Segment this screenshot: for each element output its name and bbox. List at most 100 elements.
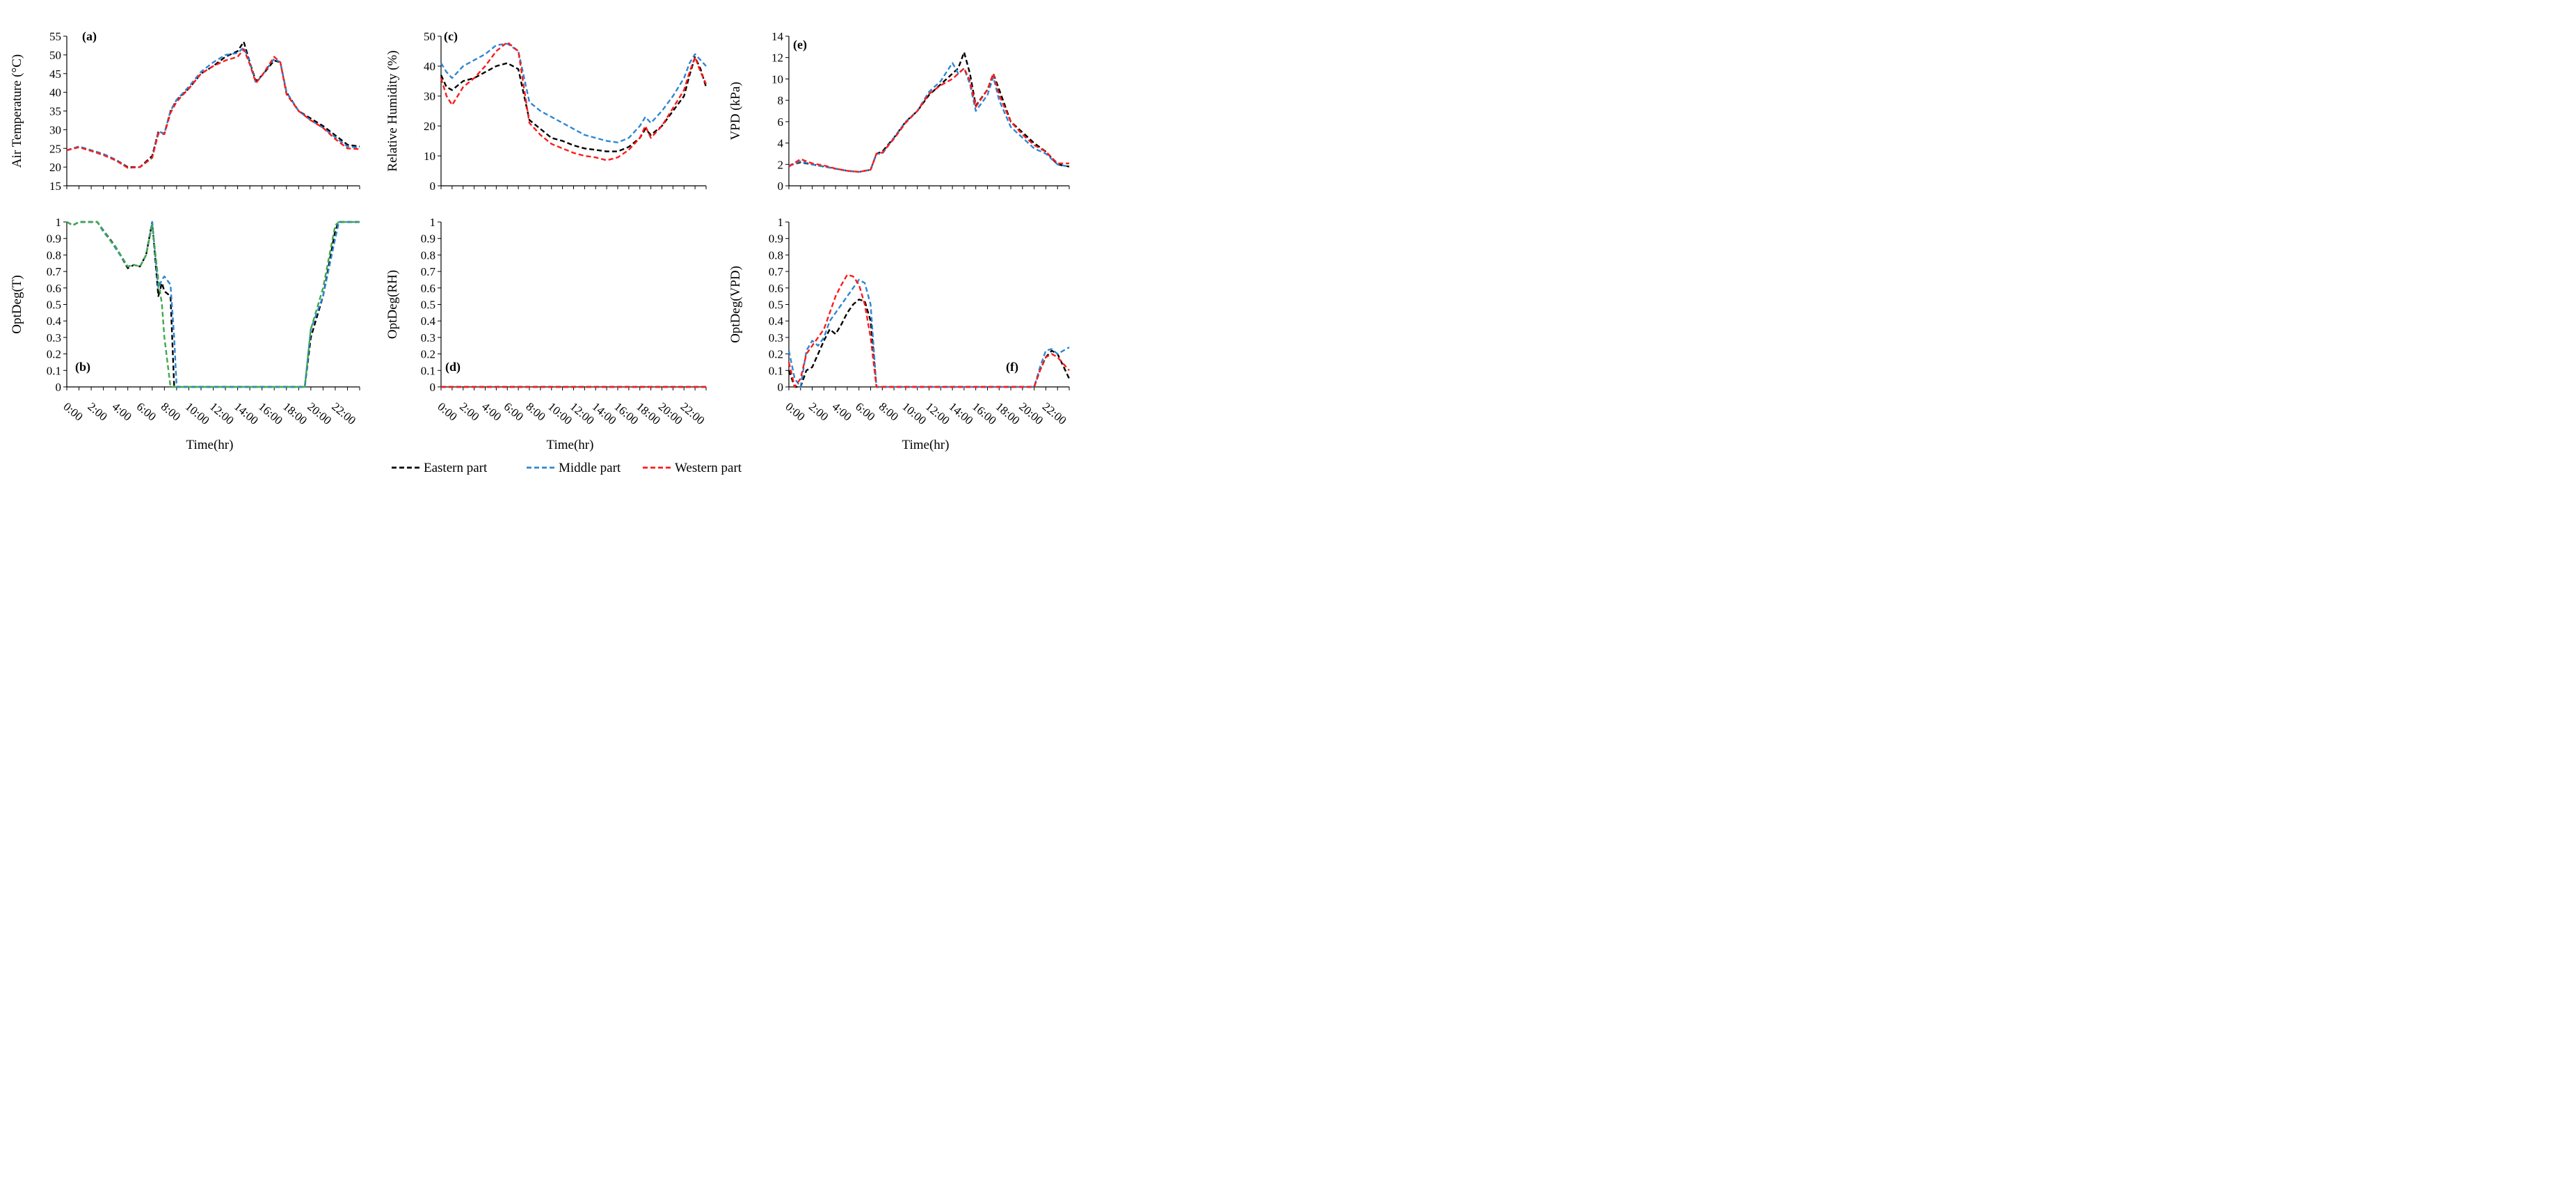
y-tick-label: 0.7 xyxy=(769,265,784,278)
y-tick-label: 15 xyxy=(49,180,61,193)
x-tick-label: 14:00 xyxy=(590,400,619,427)
x-tick-label: 0:00 xyxy=(435,400,459,424)
y-tick-label: 0.4 xyxy=(47,315,62,328)
y-tick-label: 45 xyxy=(49,68,61,81)
y-tick-label: 0.8 xyxy=(47,248,61,262)
series-line-1 xyxy=(66,221,360,388)
y-tick-label: 0 xyxy=(778,180,784,193)
y-tick-label: 0.1 xyxy=(47,364,61,377)
series-line-3 xyxy=(66,48,360,169)
x-tick-label: 10:00 xyxy=(899,400,929,427)
y-tick-label: 25 xyxy=(49,142,61,155)
y-tick-label: 0.2 xyxy=(47,348,61,361)
y-tick-label: 35 xyxy=(49,105,61,118)
y-axis-label: Relative Humidity (%) xyxy=(385,50,400,171)
y-tick-label: 40 xyxy=(49,86,61,100)
y-tick-label: 0.2 xyxy=(769,348,783,361)
x-tick-label: 16:00 xyxy=(611,400,641,427)
x-tick-label: 4:00 xyxy=(830,400,854,424)
y-tick-label: 0.4 xyxy=(769,315,784,328)
x-tick-label: 2:00 xyxy=(806,400,831,424)
x-tick-label: 4:00 xyxy=(110,400,134,424)
x-tick-label: 22:00 xyxy=(678,400,707,427)
panel-label: (d) xyxy=(445,360,461,374)
y-axis-label: Air Temperature (°C) xyxy=(10,54,24,168)
x-tick-label: 0:00 xyxy=(783,400,807,424)
y-tick-label: 1 xyxy=(56,216,62,229)
series-line-2 xyxy=(787,278,1070,388)
y-tick-label: 0 xyxy=(430,180,436,193)
y-tick-label: 0.8 xyxy=(421,248,435,262)
y-tick-label: 1 xyxy=(778,216,784,229)
series-line-3 xyxy=(787,273,1070,388)
panel-label: (a) xyxy=(82,29,97,44)
y-tick-label: 30 xyxy=(424,90,435,103)
y-tick-label: 10 xyxy=(771,72,783,86)
chart-panel-2: 00.10.20.30.40.50.60.70.80.910:00 2:00 4:0… xyxy=(10,216,360,452)
x-tick-label: 2:00 xyxy=(86,400,110,424)
y-tick-label: 0.6 xyxy=(47,282,61,295)
x-tick-label: 12:00 xyxy=(207,400,237,427)
panel-label: (f) xyxy=(1006,360,1018,374)
legend-label: Middle part xyxy=(559,461,621,475)
x-tick-label: 20:00 xyxy=(305,400,334,427)
y-tick-label: 0.3 xyxy=(421,331,435,344)
y-tick-label: 50 xyxy=(424,30,435,43)
y-tick-label: 0.2 xyxy=(421,348,435,361)
y-axis-label: OptDeg(VPD) xyxy=(728,266,743,343)
x-tick-label: 10:00 xyxy=(183,400,212,427)
x-tick-label: 8:00 xyxy=(877,400,901,424)
series-line-1 xyxy=(66,40,360,168)
series-line-1 xyxy=(787,299,1071,388)
y-axis-label: VPD (kPa) xyxy=(728,82,743,141)
y-tick-label: 0.7 xyxy=(421,265,436,278)
x-tick-label: 14:00 xyxy=(947,400,976,427)
series-line-2 xyxy=(66,221,360,388)
x-axis-label: Time(hr) xyxy=(547,438,594,452)
x-tick-label: 12:00 xyxy=(568,400,597,427)
series-line-3 xyxy=(788,67,1069,173)
x-tick-label: 20:00 xyxy=(656,400,685,427)
y-tick-label: 30 xyxy=(49,123,61,136)
chart-panel-5: 0 2 4 6 8 10 12 14 VPD (kPa) (e) xyxy=(728,30,1070,193)
y-tick-label: 0 xyxy=(778,381,784,394)
y-tick-label: 55 xyxy=(49,30,61,43)
chart-panel-6: 00.10.20.30.40.50.60.70.80.910:002:004:0… xyxy=(728,216,1071,452)
y-tick-label: 0.5 xyxy=(47,299,61,312)
y-tick-label: 0.3 xyxy=(47,331,61,344)
y-tick-label: 0.6 xyxy=(769,282,783,295)
y-tick-label: 50 xyxy=(49,49,61,62)
x-tick-label: 22:00 xyxy=(329,400,358,427)
x-tick-label: 22:00 xyxy=(1040,400,1069,427)
panel-label: (b) xyxy=(75,360,90,374)
series-line-2 xyxy=(788,62,1070,173)
x-tick-label: 12:00 xyxy=(923,400,952,427)
y-tick-label: 12 xyxy=(771,51,783,65)
y-tick-label: 0.8 xyxy=(769,248,783,262)
y-tick-label: 0.9 xyxy=(421,232,435,246)
y-tick-label: 10 xyxy=(424,150,435,163)
x-tick-label: 20:00 xyxy=(1016,400,1046,427)
x-tick-label: 6:00 xyxy=(853,400,877,424)
y-tick-label: 0.6 xyxy=(421,282,435,295)
x-tick-label: 6:00 xyxy=(134,400,159,424)
x-tick-label: 18:00 xyxy=(634,400,663,427)
x-tick-label: 16:00 xyxy=(970,400,999,427)
series-line-1 xyxy=(440,56,707,152)
chart-panel-3: 0 10 20 30 40 50 Relative Humidity (%) (c) xyxy=(385,29,707,193)
legend-label: Eastern part xyxy=(424,461,488,475)
x-tick-label: 18:00 xyxy=(280,400,310,427)
x-tick-label: 0:00 xyxy=(61,400,85,424)
x-tick-label: 6:00 xyxy=(502,400,526,424)
y-tick-label: 0.5 xyxy=(421,299,435,312)
y-tick-label: 2 xyxy=(778,158,784,171)
y-tick-label: 0.9 xyxy=(769,232,783,246)
x-axis-label: Time(hr) xyxy=(186,438,234,452)
series-line-3 xyxy=(440,41,707,161)
y-tick-label: 0.1 xyxy=(769,364,783,377)
y-tick-label: 0.7 xyxy=(47,265,62,278)
x-tick-label: 2:00 xyxy=(457,400,481,424)
x-tick-label: 8:00 xyxy=(523,400,547,424)
y-tick-label: 8 xyxy=(778,94,784,107)
